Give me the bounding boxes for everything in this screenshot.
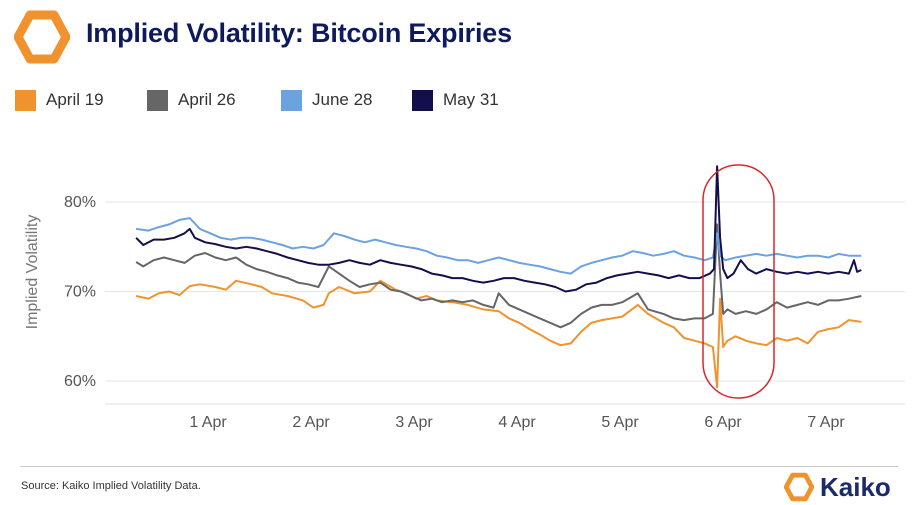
x-tick-label: 2 Apr — [292, 414, 330, 431]
legend-swatch — [147, 89, 168, 111]
brand: Kaiko — [784, 470, 891, 504]
y-tick-label: 70% — [64, 284, 96, 301]
y-tick-label: 60% — [64, 373, 96, 390]
legend-label: May 31 — [443, 90, 499, 109]
legend-label: June 28 — [312, 90, 373, 109]
legend-item-june-28[interactable]: June 28 — [281, 89, 373, 111]
x-tick-label: 4 Apr — [498, 414, 536, 431]
legend-label: April 26 — [178, 90, 236, 109]
x-tick-label: 3 Apr — [395, 414, 433, 431]
legend-swatch — [412, 89, 433, 111]
source-note: Source: Kaiko Implied Volatility Data. — [21, 480, 201, 492]
legend-swatch — [281, 89, 302, 111]
legend-label: April 19 — [46, 90, 104, 109]
brand-name: Kaiko — [820, 471, 891, 502]
legend-item-april-26[interactable]: April 26 — [147, 89, 236, 111]
legend-item-may-31[interactable]: May 31 — [412, 89, 499, 111]
x-tick-label: 6 Apr — [704, 414, 742, 431]
y-axis-label: Implied Volatility — [24, 215, 41, 330]
highlight-oval — [702, 164, 775, 399]
kaiko-logo-icon — [14, 10, 70, 64]
series-line-april-26 — [135, 223, 862, 329]
x-tick-label: 5 Apr — [601, 414, 639, 431]
line-chart: 60% 70% 80% 1 Apr 2 Apr 3 Apr 4 Apr 5 Apr 6 Apr 7… — [24, 164, 905, 431]
series-line-april-19 — [135, 279, 862, 389]
chart-title: Implied Volatility: Bitcoin Expiries — [86, 18, 512, 48]
legend-item-april-19[interactable]: April 19 — [15, 89, 104, 111]
series-line-june-28 — [135, 217, 862, 275]
x-tick-label: 7 Apr — [807, 414, 845, 431]
y-tick-label: 80% — [64, 194, 96, 211]
legend-swatch — [15, 89, 36, 111]
series-line-may-31 — [135, 165, 862, 293]
kaiko-logo-icon — [784, 472, 814, 502]
footer-divider — [20, 466, 898, 467]
x-tick-label: 1 Apr — [189, 414, 227, 431]
